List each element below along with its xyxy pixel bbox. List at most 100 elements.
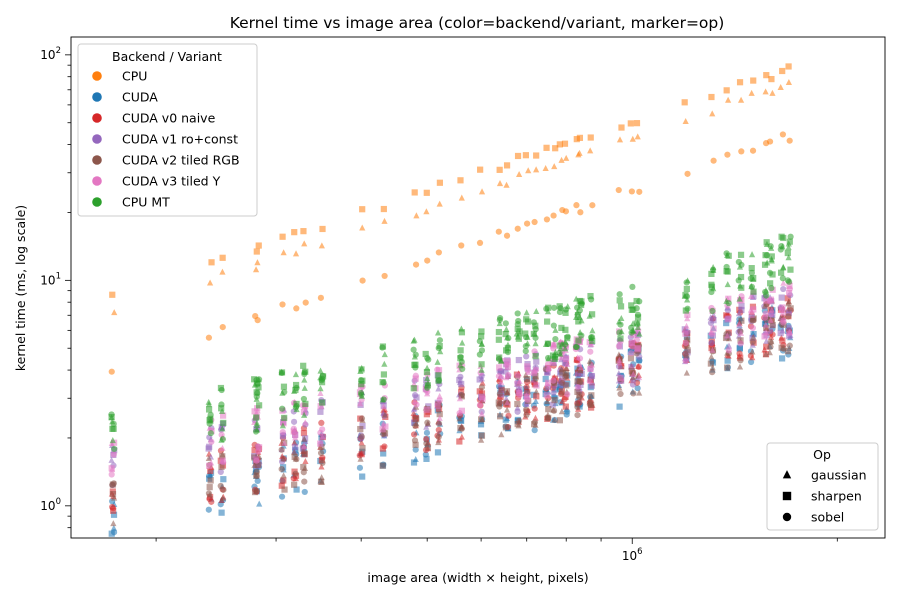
data-point bbox=[436, 200, 443, 207]
data-point bbox=[786, 137, 793, 144]
data-point bbox=[530, 319, 537, 326]
data-point bbox=[556, 141, 563, 148]
legend-op: Op gaussian sharpen sobel bbox=[766, 442, 879, 531]
data-point bbox=[562, 326, 569, 333]
data-point bbox=[575, 318, 582, 325]
data-point bbox=[358, 381, 365, 388]
data-point bbox=[750, 77, 757, 84]
data-point bbox=[636, 188, 643, 195]
data-point bbox=[576, 360, 583, 367]
data-point bbox=[496, 316, 503, 324]
data-point bbox=[628, 188, 635, 195]
data-point bbox=[207, 477, 214, 484]
data-point bbox=[636, 389, 643, 396]
data-point bbox=[293, 305, 300, 312]
data-point bbox=[381, 272, 388, 280]
data-point bbox=[380, 371, 388, 378]
data-point bbox=[423, 455, 430, 462]
data-point bbox=[359, 224, 366, 231]
data-point bbox=[587, 147, 594, 154]
legend-swatch bbox=[92, 113, 102, 123]
data-point bbox=[736, 344, 743, 351]
data-point bbox=[707, 360, 714, 367]
data-point bbox=[496, 180, 504, 187]
data-point bbox=[785, 324, 792, 331]
data-point bbox=[532, 353, 539, 360]
data-point bbox=[785, 313, 792, 320]
data-point bbox=[459, 339, 466, 346]
data-point bbox=[110, 524, 117, 531]
data-point bbox=[435, 439, 442, 446]
data-point bbox=[576, 149, 583, 156]
data-point bbox=[779, 307, 786, 314]
data-point bbox=[317, 389, 324, 396]
data-point bbox=[562, 345, 569, 352]
data-point bbox=[709, 110, 716, 117]
data-point bbox=[563, 382, 570, 389]
data-point bbox=[478, 410, 485, 417]
legend-swatch bbox=[92, 197, 102, 207]
data-point bbox=[723, 250, 730, 257]
legend-entry-label: CUDA bbox=[122, 90, 158, 105]
data-point bbox=[532, 375, 539, 382]
data-point bbox=[300, 429, 308, 437]
data-point bbox=[380, 450, 387, 457]
data-point bbox=[748, 89, 755, 96]
data-point bbox=[423, 429, 431, 436]
data-point bbox=[524, 363, 531, 370]
data-point bbox=[457, 373, 464, 380]
data-point bbox=[533, 358, 540, 365]
data-point bbox=[545, 406, 552, 413]
data-point bbox=[737, 251, 745, 258]
data-point bbox=[545, 354, 552, 362]
data-point bbox=[435, 372, 442, 379]
data-point bbox=[634, 323, 641, 331]
data-point bbox=[522, 152, 529, 159]
data-point bbox=[786, 278, 793, 285]
data-point bbox=[784, 348, 791, 355]
data-point bbox=[784, 249, 791, 257]
data-point bbox=[748, 251, 756, 258]
data-point bbox=[550, 377, 557, 384]
data-point bbox=[410, 346, 417, 353]
data-point bbox=[279, 233, 286, 240]
data-point bbox=[502, 416, 509, 423]
data-point bbox=[630, 390, 637, 397]
data-point bbox=[300, 228, 307, 235]
data-point bbox=[574, 399, 581, 406]
legend-swatch bbox=[92, 134, 102, 144]
data-point bbox=[496, 403, 503, 410]
data-point bbox=[300, 469, 307, 476]
data-point bbox=[615, 186, 622, 194]
data-point bbox=[630, 306, 637, 313]
data-point bbox=[682, 339, 689, 347]
data-point bbox=[109, 291, 116, 298]
data-point bbox=[763, 252, 770, 259]
data-point bbox=[532, 326, 539, 333]
data-point bbox=[456, 409, 463, 417]
data-point bbox=[358, 366, 365, 373]
data-point bbox=[634, 311, 642, 318]
data-point bbox=[533, 388, 540, 395]
data-point bbox=[423, 440, 430, 447]
data-point bbox=[424, 384, 431, 391]
data-point bbox=[543, 392, 550, 399]
legend-entry-label: CUDA v0 naive bbox=[122, 111, 216, 126]
data-point bbox=[380, 430, 387, 438]
data-point bbox=[478, 361, 485, 368]
data-point bbox=[458, 358, 465, 365]
data-point bbox=[514, 152, 522, 160]
data-point bbox=[634, 344, 641, 352]
data-point bbox=[111, 494, 118, 501]
data-point bbox=[476, 338, 483, 345]
data-point bbox=[381, 360, 388, 367]
data-point bbox=[278, 446, 285, 453]
legend-entry-label: CUDA v1 ro+const bbox=[122, 132, 238, 147]
data-point bbox=[207, 415, 214, 422]
data-point bbox=[300, 395, 308, 403]
data-point bbox=[207, 430, 214, 437]
data-point bbox=[254, 390, 261, 397]
data-point bbox=[766, 269, 774, 276]
data-point bbox=[218, 386, 225, 394]
